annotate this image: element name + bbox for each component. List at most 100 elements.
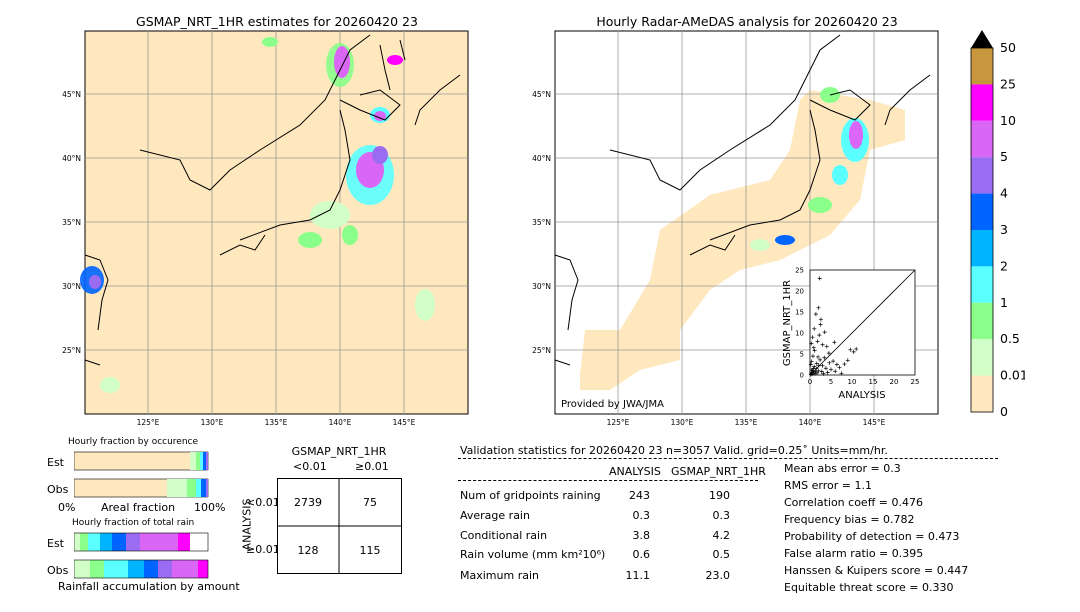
- scatter-point: [822, 330, 827, 335]
- scatter-point: [810, 368, 815, 373]
- scatter-point: [818, 322, 823, 327]
- left-lat-label: 30°N: [62, 282, 81, 291]
- occurrence-title: Hourly fraction by occurence: [68, 437, 199, 447]
- left-lon-label: 135°E: [265, 418, 288, 427]
- colorbar-segment: [971, 48, 993, 85]
- colorbar-segment: [971, 266, 993, 303]
- scatter-y-tick: 15: [795, 309, 804, 317]
- scatter-point: [818, 317, 823, 322]
- stat-row-gsmap: 190: [709, 489, 730, 502]
- right-lat-label: 40°N: [532, 154, 551, 163]
- contingency-header: GSMAP_NRT_1HR: [291, 445, 387, 458]
- stat-row-label: Num of gridpoints raining: [460, 489, 601, 502]
- scatter-point: [822, 355, 827, 360]
- scatter-point: [820, 363, 825, 368]
- score: Hanssen & Kuipers score = 0.447: [784, 564, 969, 577]
- contingency-row-ge: ≥0.01: [246, 543, 280, 556]
- score: Mean abs error = 0.3: [784, 462, 901, 475]
- occurrence-axis-left: 0%: [58, 501, 76, 514]
- scatter-point: [833, 369, 838, 374]
- stat-row-gsmap: 0.5: [712, 548, 731, 561]
- colorbar-segment: [971, 84, 993, 121]
- stat-row-label: Average rain: [460, 509, 530, 522]
- scatter-point: [816, 305, 821, 310]
- scatter-point: [837, 365, 842, 370]
- score: Frequency bias = 0.782: [784, 513, 915, 526]
- total-rain-title: Hourly fraction of total rain: [72, 518, 195, 528]
- contingency-col-ge: ≥0.01: [355, 460, 389, 473]
- right-lat-label: 25°N: [532, 346, 551, 355]
- scatter-x-tick: 25: [911, 378, 920, 386]
- left-lon-label: 145°E: [393, 418, 416, 427]
- colorbar-level-label: 25: [1000, 76, 1016, 91]
- contingency-cell: 128: [298, 544, 319, 557]
- scatter-point: [815, 354, 820, 359]
- validation-divider: [458, 480, 758, 481]
- colorbar-level-label: 3: [1000, 222, 1008, 237]
- contingency-row-lt: <0.01: [246, 496, 280, 509]
- total-rain-footer: Rainfall accumulation by amount: [58, 580, 240, 593]
- occurrence-bars: [74, 451, 209, 498]
- left-lon-label: 130°E: [201, 418, 224, 427]
- scatter-ylabel: GSMAP_NRT_1HR: [782, 280, 793, 366]
- stat-row-gsmap: 0.3: [712, 509, 731, 522]
- right-lon-label: 125°E: [607, 418, 630, 427]
- scatter-point: [812, 326, 817, 331]
- scatter-point: [809, 341, 814, 346]
- scatter-y-tick: 25: [795, 267, 804, 275]
- scatter-point: [815, 339, 820, 344]
- colorbar-over-arrow: [971, 30, 993, 48]
- validation-col-analysis: ANALYSIS: [609, 465, 661, 478]
- validation-title: Validation statistics for 20260420 23 n=…: [460, 444, 888, 457]
- scatter-point: [809, 367, 814, 372]
- colorbar-segment: [971, 230, 993, 267]
- scatter-point: [809, 359, 814, 364]
- left-map: 45°N 40°N 35°N 30°N 25°N 125°E 130°E 135…: [62, 30, 469, 427]
- contingency-cell: 75: [363, 496, 377, 509]
- occurrence-axis-right: 100%: [194, 501, 226, 514]
- scatter-point: [827, 360, 832, 365]
- left-lat-label: 25°N: [62, 346, 81, 355]
- scatter-point: [820, 342, 825, 347]
- scatter-point: [810, 370, 815, 375]
- scatter-point: [811, 345, 816, 350]
- scatter-point: [826, 351, 831, 356]
- colorbar-level-label: 50: [1000, 40, 1016, 55]
- occurrence-axis-mid: Areal fraction: [101, 501, 176, 514]
- scatter-point: [818, 357, 823, 362]
- right-lon-label: 135°E: [735, 418, 758, 427]
- scatter-point: [810, 335, 815, 340]
- stat-row-analysis: 243: [629, 489, 650, 502]
- scatter-point: [831, 359, 836, 364]
- stat-row-analysis: 3.8: [632, 529, 651, 542]
- colorbar-segment: [971, 375, 993, 412]
- colorbar-level-label: 1: [1000, 295, 1008, 310]
- validation-divider: [458, 458, 998, 459]
- scatter-point: [821, 371, 826, 376]
- scatter-y-tick: 20: [795, 288, 804, 296]
- scatter-y-tick: 10: [795, 330, 804, 338]
- colorbar-level-label: 5: [1000, 149, 1008, 164]
- scatter-y-tick: 0: [800, 372, 804, 380]
- scatter-x-tick: 0: [808, 378, 812, 386]
- contingency-grid: 2739 75 128 115: [277, 478, 402, 574]
- scatter-point: [816, 363, 821, 368]
- contingency-col-lt: <0.01: [293, 460, 327, 473]
- right-lat-label: 30°N: [532, 282, 551, 291]
- scatter-point: [829, 367, 833, 372]
- scatter-point: [854, 346, 859, 351]
- scatter-point: [815, 370, 820, 375]
- scatter-point: [842, 362, 847, 367]
- stat-row-label: Conditional rain: [460, 529, 548, 542]
- score: Correlation coeff = 0.476: [784, 496, 923, 509]
- stat-row-gsmap: 23.0: [705, 569, 731, 582]
- validation-col-gsmap: GSMAP_NRT_1HR: [671, 465, 766, 478]
- left-lat-label: 35°N: [62, 218, 81, 227]
- colorbar-segment: [971, 302, 993, 340]
- scatter-point: [824, 344, 829, 349]
- score: RMS error = 1.1: [784, 479, 872, 492]
- scatter-point: [816, 368, 821, 373]
- score: False alarm ratio = 0.395: [784, 547, 924, 560]
- data-credit: Provided by JWA/JMA: [561, 399, 664, 410]
- scatter-x-tick: 20: [890, 378, 899, 386]
